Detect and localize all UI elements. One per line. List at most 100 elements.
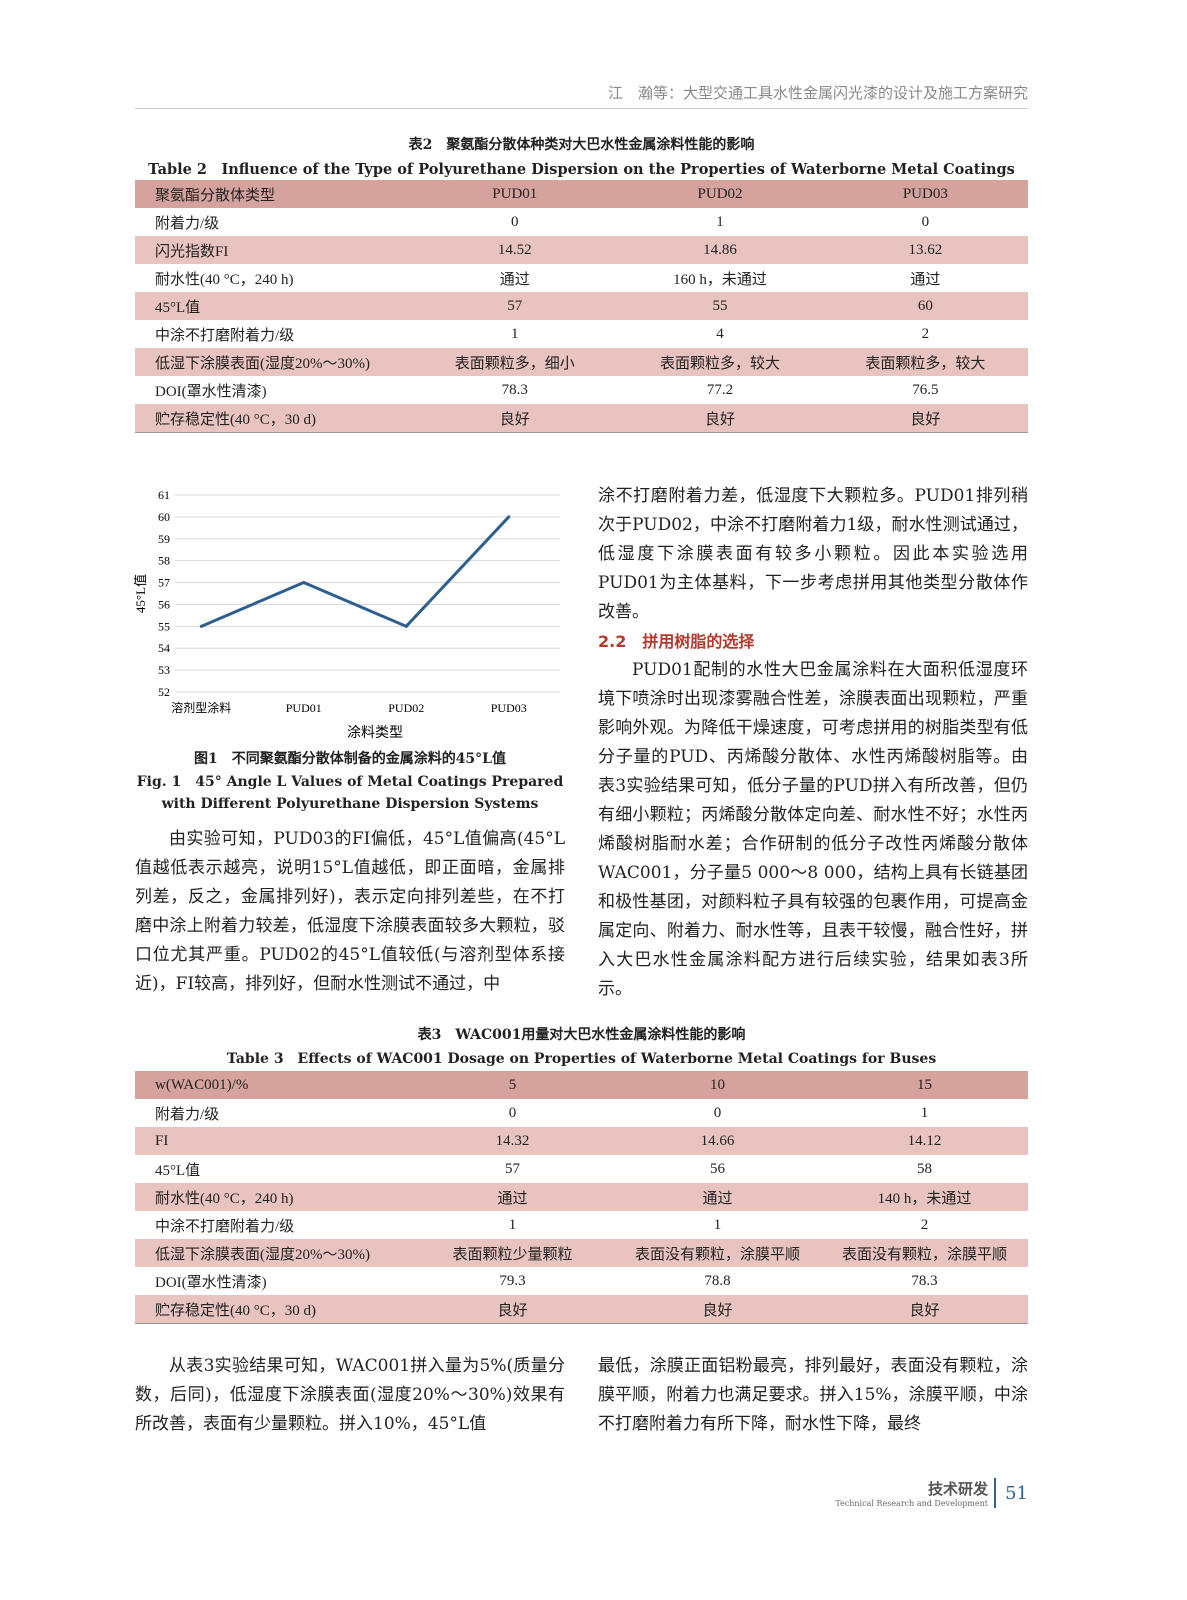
table-row: FI 14.32 14.66 14.12 xyxy=(135,1127,1028,1155)
header-cell: PUD03 xyxy=(822,180,1028,208)
table-cell: 附着力/级 xyxy=(155,1106,220,1123)
x-tick-label: 溶剂型涂料 xyxy=(171,700,231,715)
table-cell: 55 xyxy=(617,292,823,320)
right-column-text: 涂不打磨附着力差，低湿度下大颗粒多。PUD01排列稍次于PUD02，中涂不打磨附… xyxy=(598,482,1028,1004)
page-number: 51 xyxy=(1005,1482,1028,1504)
table-cell: 14.32 xyxy=(411,1127,615,1155)
page-footer: 技术研发 Technical Research and Development … xyxy=(835,1478,1028,1508)
header-cell: 10 xyxy=(614,1071,822,1099)
y-tick-label: 56 xyxy=(158,597,170,611)
table-cell: 良好 xyxy=(821,1295,1028,1324)
paragraph: 最低，涂膜正面铝粉最亮，排列最好，表面没有颗粒，涂膜平顺，附着力也满足要求。拼入… xyxy=(598,1356,1028,1434)
data-point xyxy=(199,624,203,628)
table-row: 45°L值 57 56 58 xyxy=(135,1155,1028,1183)
table-cell: 57 xyxy=(505,1160,521,1177)
table-cell: 14.66 xyxy=(614,1127,822,1155)
table-cell: 闪光指数FI xyxy=(135,236,413,264)
figure1-caption-en-2: with Different Polyurethane Dispersion S… xyxy=(161,796,539,812)
paragraph: 从表3实验结果可知，WAC001拼入量为5%(质量分数，后同)，低湿度下涂膜表面… xyxy=(135,1356,565,1434)
table-cell: 45°L值 xyxy=(155,1162,201,1179)
figure1-caption-cn: 图1 不同聚氨酯分散体制备的金属涂料的45°L值 xyxy=(193,751,507,767)
table-row: 耐水性(40 °C，240 h) 通过 通过 140 h，未通过 xyxy=(135,1183,1028,1211)
table-cell: 0 xyxy=(921,213,930,230)
table-cell: DOI(罩水性清漆) xyxy=(155,383,267,400)
paragraph: 涂不打磨附着力差，低湿度下大颗粒多。PUD01排列稍次于PUD02，中涂不打磨附… xyxy=(598,486,1028,622)
header-cell: 15 xyxy=(821,1071,1028,1099)
table-cell: 1 xyxy=(511,325,519,342)
table-cell: 45°L值 xyxy=(135,292,413,320)
table2-caption-cn: 表2 聚氨酯分散体种类对大巴水性金属涂料性能的影响 xyxy=(408,137,755,153)
table-cell: 56 xyxy=(710,1160,726,1177)
table-cell: 耐水性(40 °C，240 h) xyxy=(155,271,294,288)
y-tick-label: 60 xyxy=(158,510,170,524)
table-header-row: w(WAC001)/% 5 10 15 xyxy=(135,1071,1028,1099)
data-point xyxy=(404,624,408,628)
table-cell: 1 xyxy=(716,213,724,230)
header-cell: PUD02 xyxy=(617,180,823,208)
table-cell: 57 xyxy=(412,292,618,320)
table-cell: 良好 xyxy=(614,1295,822,1324)
table-cell: DOI(罩水性清漆) xyxy=(155,1274,267,1291)
table-cell: 13.62 xyxy=(822,236,1028,264)
table-cell: 2 xyxy=(921,325,930,342)
table-row: 45°L值 57 55 60 xyxy=(135,292,1028,320)
table-cell: 78.8 xyxy=(704,1272,731,1289)
series-line xyxy=(200,515,510,629)
header-cell: 聚氨酯分散体类型 xyxy=(135,180,413,208)
table3-caption-en: Table 3 Effects of WAC001 Dosage on Prop… xyxy=(226,1051,937,1067)
table-3: w(WAC001)/% 5 10 15 附着力/级 0 0 1 FI 14.32 14.66 14.1… xyxy=(135,1071,1028,1324)
x-axis-label: 涂料类型 xyxy=(347,725,403,741)
table-cell: 通过 xyxy=(614,1183,822,1211)
table-cell: 良好 xyxy=(822,404,1028,433)
table-cell: 表面颗粒多，细小 xyxy=(412,348,618,376)
figure1-caption-en-1: Fig. 1 45° Angle L Values of Metal Coati… xyxy=(136,774,564,790)
table-cell: 1 xyxy=(508,1216,517,1233)
data-point xyxy=(507,515,511,519)
table-cell: 表面颗粒多，较大 xyxy=(822,348,1028,376)
x-tick-label: PUD01 xyxy=(286,701,322,715)
table-cell: 14.12 xyxy=(821,1127,1028,1155)
table-row: 贮存稳定性(40 °C，30 d) 良好 良好 良好 xyxy=(135,404,1028,433)
table-cell: 贮存稳定性(40 °C，30 d) xyxy=(135,404,413,433)
left-column-text: 由实验可知，PUD03的FI偏低，45°L值偏高(45°L值越低表示越亮，说明1… xyxy=(135,825,565,999)
paragraph: PUD01配制的水性大巴金属涂料在大面积低湿度环境下喷涂时出现漆雾融合性差，涂膜… xyxy=(598,660,1028,999)
y-tick-label: 58 xyxy=(158,554,170,568)
table-cell: 表面颗粒少量颗粒 xyxy=(411,1239,615,1267)
table-cell: 良好 xyxy=(617,404,823,433)
running-header: 江 瀚等：大型交通工具水性金属闪光漆的设计及施工方案研究 xyxy=(135,82,1028,109)
table-cell: 140 h，未通过 xyxy=(821,1183,1028,1211)
footer-section-en: Technical Research and Development xyxy=(835,1499,988,1508)
paragraph: 由实验可知，PUD03的FI偏低，45°L值偏高(45°L值越低表示越亮，说明1… xyxy=(135,829,565,994)
header-cell: PUD01 xyxy=(412,180,618,208)
table-cell: 160 h，未通过 xyxy=(673,271,767,288)
table-row: 低湿下涂膜表面(湿度20%～30%) 表面颗粒多，细小 表面颗粒多，较大 表面颗粒多，… xyxy=(135,348,1028,376)
table-cell: 0 xyxy=(713,1104,722,1121)
y-tick-label: 59 xyxy=(158,532,170,546)
table-cell: 表面颗粒多，较大 xyxy=(617,348,823,376)
table-row: DOI(罩水性清漆) 78.3 77.2 76.5 xyxy=(135,376,1028,404)
table-cell: 4 xyxy=(716,325,724,342)
y-tick-label: 52 xyxy=(158,685,170,699)
table-cell: 79.3 xyxy=(499,1272,526,1289)
table-cell: 0 xyxy=(511,213,519,230)
table-cell: 0 xyxy=(508,1104,517,1121)
table-row: 耐水性(40 °C，240 h) 通过 160 h，未通过 通过 xyxy=(135,264,1028,292)
y-tick-label: 55 xyxy=(158,619,170,633)
table-row: 中涂不打磨附着力/级 1 1 2 xyxy=(135,1211,1028,1239)
table-cell: 77.2 xyxy=(706,381,734,398)
table-cell: 贮存稳定性(40 °C，30 d) xyxy=(135,1295,412,1324)
table-cell: 低湿下涂膜表面(湿度20%～30%) xyxy=(135,348,413,376)
x-tick-label: PUD02 xyxy=(388,701,424,715)
table-cell: 14.52 xyxy=(412,236,618,264)
table-cell: 良好 xyxy=(411,1295,615,1324)
table-row: 贮存稳定性(40 °C，30 d) 良好 良好 良好 xyxy=(135,1295,1028,1324)
header-cell: w(WAC001)/% xyxy=(135,1071,412,1099)
y-axis-label: 45°L值 xyxy=(133,574,148,613)
table-row: 附着力/级 0 0 1 xyxy=(135,1099,1028,1127)
table-cell: 2 xyxy=(920,1216,929,1233)
table-cell: 14.86 xyxy=(617,236,823,264)
table-cell: 通过 xyxy=(499,271,530,288)
y-tick-label: 57 xyxy=(158,576,170,590)
table-row: 闪光指数FI 14.52 14.86 13.62 xyxy=(135,236,1028,264)
table-cell: 60 xyxy=(822,292,1028,320)
